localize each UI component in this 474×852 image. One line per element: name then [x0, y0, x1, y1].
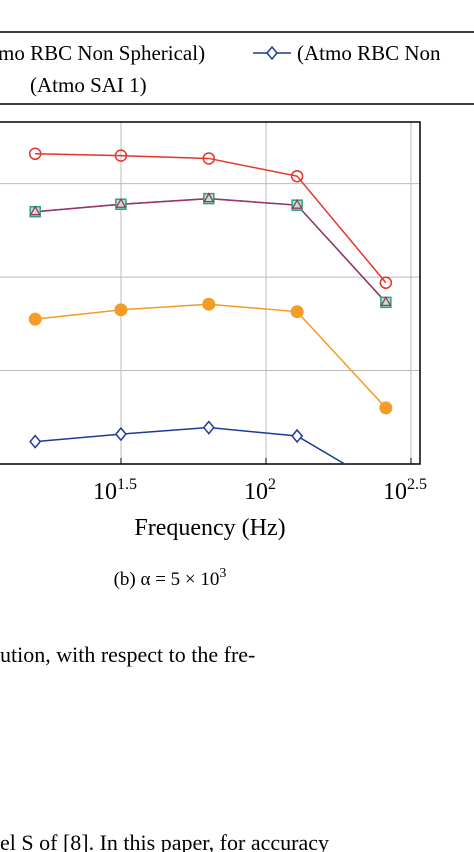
- marker: [202, 420, 215, 435]
- marker: [290, 305, 304, 319]
- x-tick-exponent: 2.5: [407, 476, 427, 493]
- body-text: ution, with respect to the fre-: [0, 642, 255, 667]
- legend-label: (Atmo RBC Non: [297, 41, 441, 65]
- x-tick-base: 10: [383, 479, 407, 505]
- marker: [202, 152, 216, 165]
- caption-text: (b) α = 5 × 10: [114, 569, 220, 590]
- x-tick-label: 102: [244, 476, 276, 505]
- marker: [203, 192, 215, 203]
- series-line: [35, 153, 387, 284]
- marker: [291, 428, 304, 444]
- series-line: [35, 197, 387, 303]
- marker: [114, 149, 128, 162]
- body-text: el S of [8]. In this paper, for accuracy: [0, 830, 329, 852]
- plot: 101.5 102 102.5: [0, 121, 427, 505]
- marker: [115, 197, 127, 208]
- caption-exponent: 3: [219, 566, 226, 581]
- axis-frame: [0, 121, 421, 465]
- x-tick-base: 10: [93, 479, 117, 505]
- marker: [29, 205, 41, 216]
- series-group: [28, 147, 393, 464]
- series-line: [35, 197, 387, 303]
- marker: [202, 297, 216, 311]
- legend-label: mo RBC Non Spherical): [0, 41, 205, 65]
- caption: (b) α = 5 × 103: [114, 566, 227, 590]
- marker: [28, 312, 42, 326]
- x-axis-label: Frequency (Hz): [134, 515, 285, 541]
- x-tick-base: 10: [244, 479, 268, 505]
- marker: [114, 303, 128, 317]
- marker: [28, 147, 42, 161]
- marker: [379, 401, 393, 415]
- x-tick-exponent: 2: [268, 476, 276, 493]
- marker: [114, 426, 127, 442]
- marker: [379, 276, 393, 289]
- x-tick-label: 101.5: [93, 476, 137, 505]
- marker: [29, 434, 42, 449]
- marker: [380, 296, 392, 306]
- legend-marker: [266, 45, 278, 61]
- series-line: [35, 426, 347, 464]
- x-tick-exponent: 1.5: [117, 476, 137, 493]
- legend-label: (Atmo SAI 1): [30, 73, 147, 97]
- x-tick-label: 102.5: [383, 476, 427, 505]
- marker: [291, 198, 303, 209]
- series-line: [35, 303, 387, 409]
- marker: [290, 169, 304, 183]
